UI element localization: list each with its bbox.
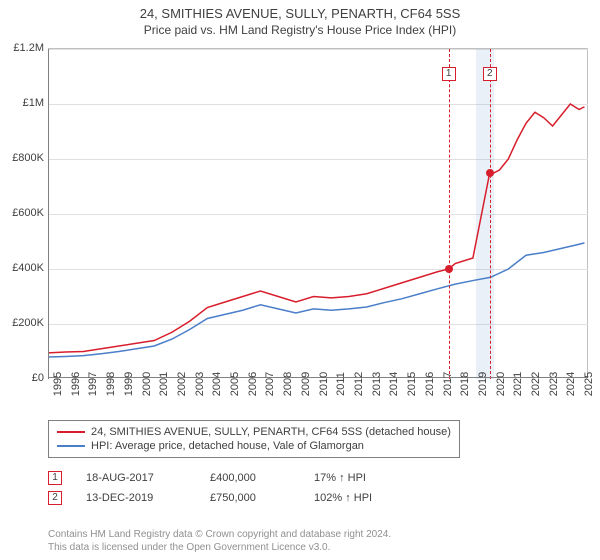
x-tick-label: 2003 bbox=[194, 372, 206, 396]
chart-area: 12 bbox=[48, 48, 588, 378]
x-tick-label: 1997 bbox=[87, 372, 99, 396]
x-tick-label: 1995 bbox=[52, 372, 64, 396]
x-tick-label: 2024 bbox=[565, 372, 577, 396]
y-axis-line bbox=[48, 49, 49, 379]
y-tick-label: £0 bbox=[0, 372, 44, 384]
marker-dot bbox=[486, 169, 494, 177]
x-tick-label: 2011 bbox=[335, 372, 347, 396]
chart-subtitle: Price paid vs. HM Land Registry's House … bbox=[0, 21, 600, 37]
y-tick-label: £800K bbox=[0, 152, 44, 164]
x-tick-label: 2013 bbox=[371, 372, 383, 396]
x-tick-label: 2008 bbox=[282, 372, 294, 396]
x-tick-label: 2002 bbox=[176, 372, 188, 396]
data-row-price: £750,000 bbox=[210, 492, 290, 504]
x-tick-label: 2019 bbox=[477, 372, 489, 396]
x-tick-label: 2017 bbox=[442, 372, 454, 396]
x-tick-label: 2015 bbox=[406, 372, 418, 396]
marker-line bbox=[449, 49, 450, 379]
legend-swatch bbox=[57, 431, 85, 433]
x-tick-label: 2016 bbox=[424, 372, 436, 396]
marker-badge: 2 bbox=[48, 491, 62, 505]
x-tick-label: 2005 bbox=[229, 372, 241, 396]
marker-label-box: 2 bbox=[483, 67, 497, 81]
data-row-date: 18-AUG-2017 bbox=[86, 472, 186, 484]
x-tick-label: 2025 bbox=[583, 372, 595, 396]
data-row-price: £400,000 bbox=[210, 472, 290, 484]
x-tick-label: 1996 bbox=[70, 372, 82, 396]
footer: Contains HM Land Registry data © Crown c… bbox=[48, 528, 391, 554]
data-row-pct: 102% ↑ HPI bbox=[314, 492, 394, 504]
x-tick-label: 2006 bbox=[247, 372, 259, 396]
marker-line bbox=[490, 49, 491, 379]
legend-item: 24, SMITHIES AVENUE, SULLY, PENARTH, CF6… bbox=[57, 425, 451, 439]
plot-region: 12 bbox=[48, 48, 588, 378]
legend-item: HPI: Average price, detached house, Vale… bbox=[57, 439, 451, 453]
line-series-svg bbox=[48, 49, 588, 379]
legend-label: 24, SMITHIES AVENUE, SULLY, PENARTH, CF6… bbox=[91, 426, 451, 438]
marker-badge: 1 bbox=[48, 471, 62, 485]
x-tick-label: 2007 bbox=[264, 372, 276, 396]
x-tick-label: 2001 bbox=[158, 372, 170, 396]
data-row: 2 13-DEC-2019 £750,000 102% ↑ HPI bbox=[48, 488, 394, 508]
chart-title: 24, SMITHIES AVENUE, SULLY, PENARTH, CF6… bbox=[0, 0, 600, 21]
marker-dot bbox=[445, 265, 453, 273]
x-tick-label: 2004 bbox=[211, 372, 223, 396]
x-tick-label: 2018 bbox=[459, 372, 471, 396]
chart-container: 24, SMITHIES AVENUE, SULLY, PENARTH, CF6… bbox=[0, 0, 600, 560]
x-tick-label: 2014 bbox=[388, 372, 400, 396]
x-tick-label: 2010 bbox=[318, 372, 330, 396]
footer-line: This data is licensed under the Open Gov… bbox=[48, 541, 391, 554]
legend: 24, SMITHIES AVENUE, SULLY, PENARTH, CF6… bbox=[48, 420, 460, 458]
series-line bbox=[48, 104, 584, 353]
x-tick-label: 2020 bbox=[495, 372, 507, 396]
series-line bbox=[48, 243, 584, 357]
x-tick-label: 1998 bbox=[105, 372, 117, 396]
x-tick-label: 2022 bbox=[530, 372, 542, 396]
data-rows: 1 18-AUG-2017 £400,000 17% ↑ HPI 2 13-DE… bbox=[48, 468, 394, 508]
y-tick-label: £1M bbox=[0, 97, 44, 109]
x-tick-label: 2021 bbox=[512, 372, 524, 396]
data-row-date: 13-DEC-2019 bbox=[86, 492, 186, 504]
x-tick-label: 2012 bbox=[353, 372, 365, 396]
x-tick-label: 2000 bbox=[141, 372, 153, 396]
footer-line: Contains HM Land Registry data © Crown c… bbox=[48, 528, 391, 541]
data-row-pct: 17% ↑ HPI bbox=[314, 472, 394, 484]
y-tick-label: £200K bbox=[0, 317, 44, 329]
x-tick-label: 2023 bbox=[548, 372, 560, 396]
y-tick-label: £1.2M bbox=[0, 42, 44, 54]
legend-swatch bbox=[57, 445, 85, 447]
legend-label: HPI: Average price, detached house, Vale… bbox=[91, 440, 364, 452]
x-tick-label: 2009 bbox=[300, 372, 312, 396]
y-tick-label: £600K bbox=[0, 207, 44, 219]
data-row: 1 18-AUG-2017 £400,000 17% ↑ HPI bbox=[48, 468, 394, 488]
marker-label-box: 1 bbox=[442, 67, 456, 81]
x-tick-label: 1999 bbox=[123, 372, 135, 396]
y-tick-label: £400K bbox=[0, 262, 44, 274]
